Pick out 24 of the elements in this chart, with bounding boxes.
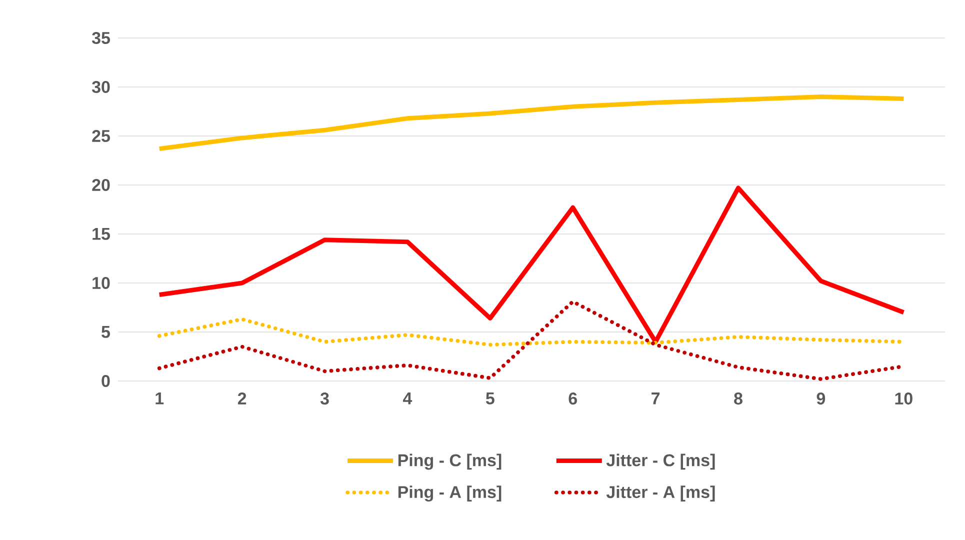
y-tick-label: 0 (102, 374, 110, 388)
x-tick-label: 3 (320, 392, 329, 405)
x-tick-label: 4 (402, 392, 412, 404)
y-tick-label: 35 (92, 32, 110, 44)
line-series (157, 186, 906, 344)
line-series (157, 94, 906, 151)
x-tick-label: 10 (895, 392, 912, 405)
x-tick-label: 9 (816, 392, 826, 405)
y-tick-label: 20 (92, 178, 110, 192)
x-tick-label: 1 (156, 392, 164, 404)
legend-label: Jitter - A [ms] (606, 486, 715, 502)
x-tick-label: 2 (238, 392, 246, 404)
x-tick-label: 6 (568, 392, 577, 405)
x-tick-label: 5 (486, 392, 494, 404)
legend-label: Jitter - C [ms] (606, 454, 715, 470)
y-tick-label: 25 (92, 130, 110, 142)
legend-label: Ping - C [ms] (398, 454, 502, 470)
legend-label: Ping - A [ms] (398, 486, 502, 502)
x-tick-label: 7 (652, 392, 660, 404)
y-tick-label: 30 (92, 80, 110, 94)
x-tick-label: 8 (734, 392, 742, 405)
y-tick-label: 15 (92, 228, 110, 240)
y-tick-label: 10 (92, 276, 110, 290)
y-tick-label: 5 (102, 326, 110, 338)
